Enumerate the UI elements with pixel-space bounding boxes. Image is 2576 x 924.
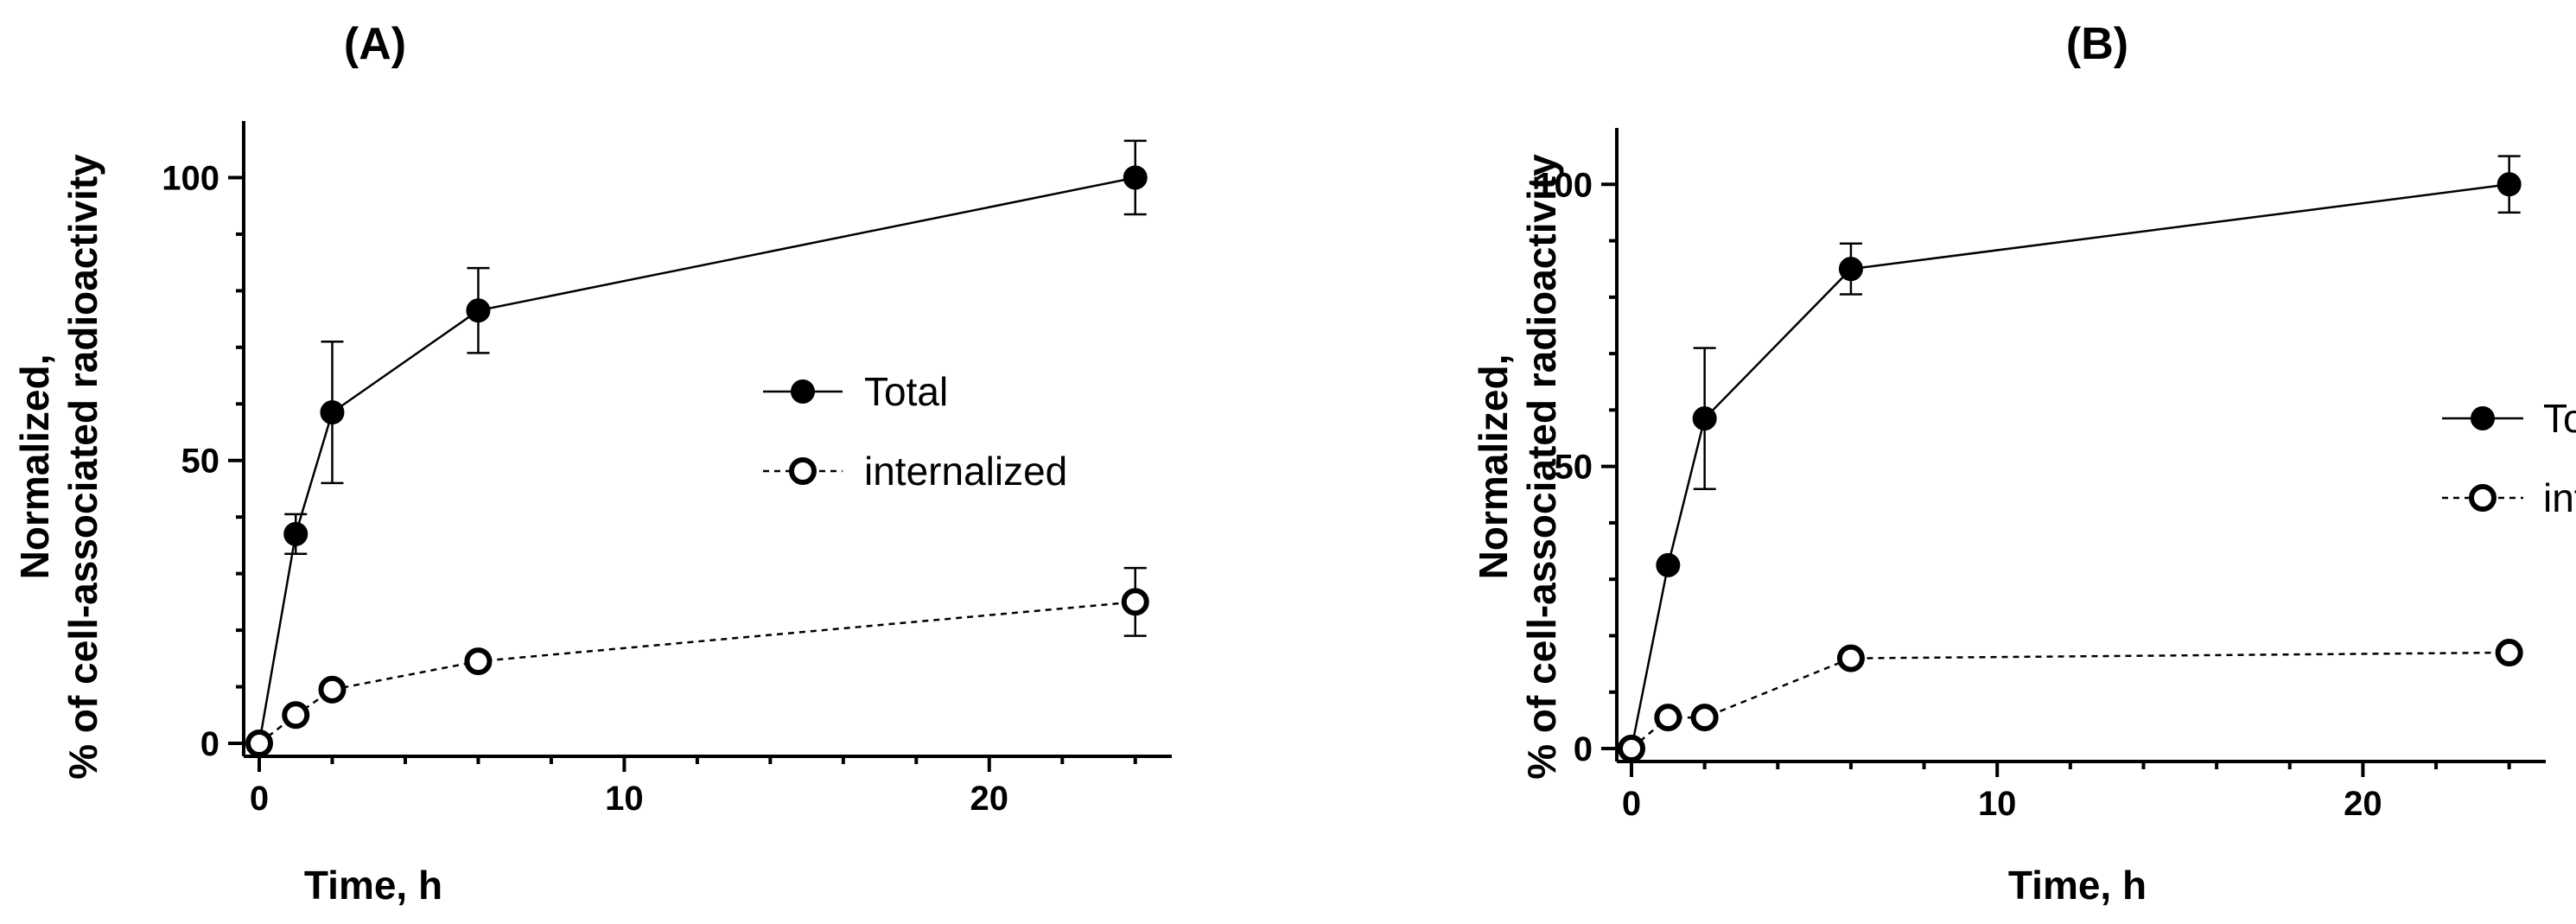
data-point-internalized [1836, 644, 1865, 672]
legend: Total internalized [2442, 396, 2576, 520]
data-point-internalized [1690, 704, 1719, 732]
data-point-total [466, 298, 491, 323]
chart-panel-a: (A) Normalized, % of cell-associated rad… [12, 19, 1172, 908]
y-tick-label: 0 [1574, 730, 1593, 768]
chart-panel-b: (B) Normalized, % of cell-associated rad… [1288, 0, 2576, 924]
data-point-internalized [1654, 704, 1682, 732]
x-tick-label: 20 [2344, 785, 2382, 823]
legend-label-internalized: internalized [2543, 475, 2576, 520]
data-point-internalized [1618, 735, 1645, 762]
y-tick-label: 50 [181, 443, 220, 481]
data-point-internalized [464, 647, 493, 676]
data-point-internalized [282, 701, 310, 730]
y-tick-label: 100 [162, 159, 219, 197]
data-point-total [1123, 165, 1148, 190]
chart-a-svg: (A) Normalized, % of cell-associated rad… [12, 19, 1172, 908]
plot-area: 0 50 100 0 10 20 [162, 121, 1172, 818]
x-axis-label: Time, h [304, 863, 442, 908]
plot-area: 0 50 100 0 10 20 [1535, 128, 2546, 823]
chart-title: (A) [344, 19, 406, 69]
data-point-total [283, 521, 308, 546]
legend-internalized-marker [789, 457, 817, 485]
x-tick-label: 10 [605, 780, 644, 818]
data-point-total [2496, 172, 2522, 197]
y-tick-label: 0 [200, 725, 219, 763]
data-point-internalized [245, 730, 273, 757]
series-line-total [1630, 183, 2509, 749]
legend-internalized-marker [2469, 484, 2496, 512]
legend-label-total: Total [2543, 396, 2576, 441]
y-tick-label: 50 [1555, 449, 1593, 487]
legend-total-marker [2471, 406, 2495, 430]
x-axis-label: Time, h [2008, 863, 2147, 908]
data-point-internalized [318, 675, 347, 704]
data-point-internalized [2495, 639, 2523, 667]
y-axis-label-line2: % of cell-associated radioactivity [60, 154, 105, 780]
data-point-total [1656, 552, 1681, 577]
x-tick-label: 10 [1978, 785, 2017, 823]
y-axis-label-line1: Normalized, [1471, 354, 1516, 580]
x-tick-label: 0 [1622, 785, 1641, 823]
legend-label-total: Total [864, 369, 948, 414]
y-tick-label: 100 [1535, 166, 1593, 204]
data-point-internalized [1121, 588, 1149, 616]
series-line-internalized [258, 601, 1135, 744]
y-axis-label-line1: Normalized, [12, 354, 57, 580]
data-point-total [1692, 406, 1717, 431]
x-tick-label: 20 [970, 780, 1009, 818]
legend-label-internalized: internalized [864, 449, 1067, 494]
chart-b-svg: (B) Normalized, % of cell-associated rad… [1471, 19, 2576, 908]
data-point-total [320, 400, 345, 425]
legend-total-marker [791, 379, 815, 404]
legend: Total internalized [763, 369, 1067, 494]
y-axis-label-line2: % of cell-associated radioactivity [1519, 154, 1564, 780]
chart-title: (B) [2066, 19, 2128, 69]
series-line-internalized [1631, 651, 2509, 749]
x-tick-label: 0 [250, 780, 269, 818]
data-point-total [1838, 257, 1863, 282]
